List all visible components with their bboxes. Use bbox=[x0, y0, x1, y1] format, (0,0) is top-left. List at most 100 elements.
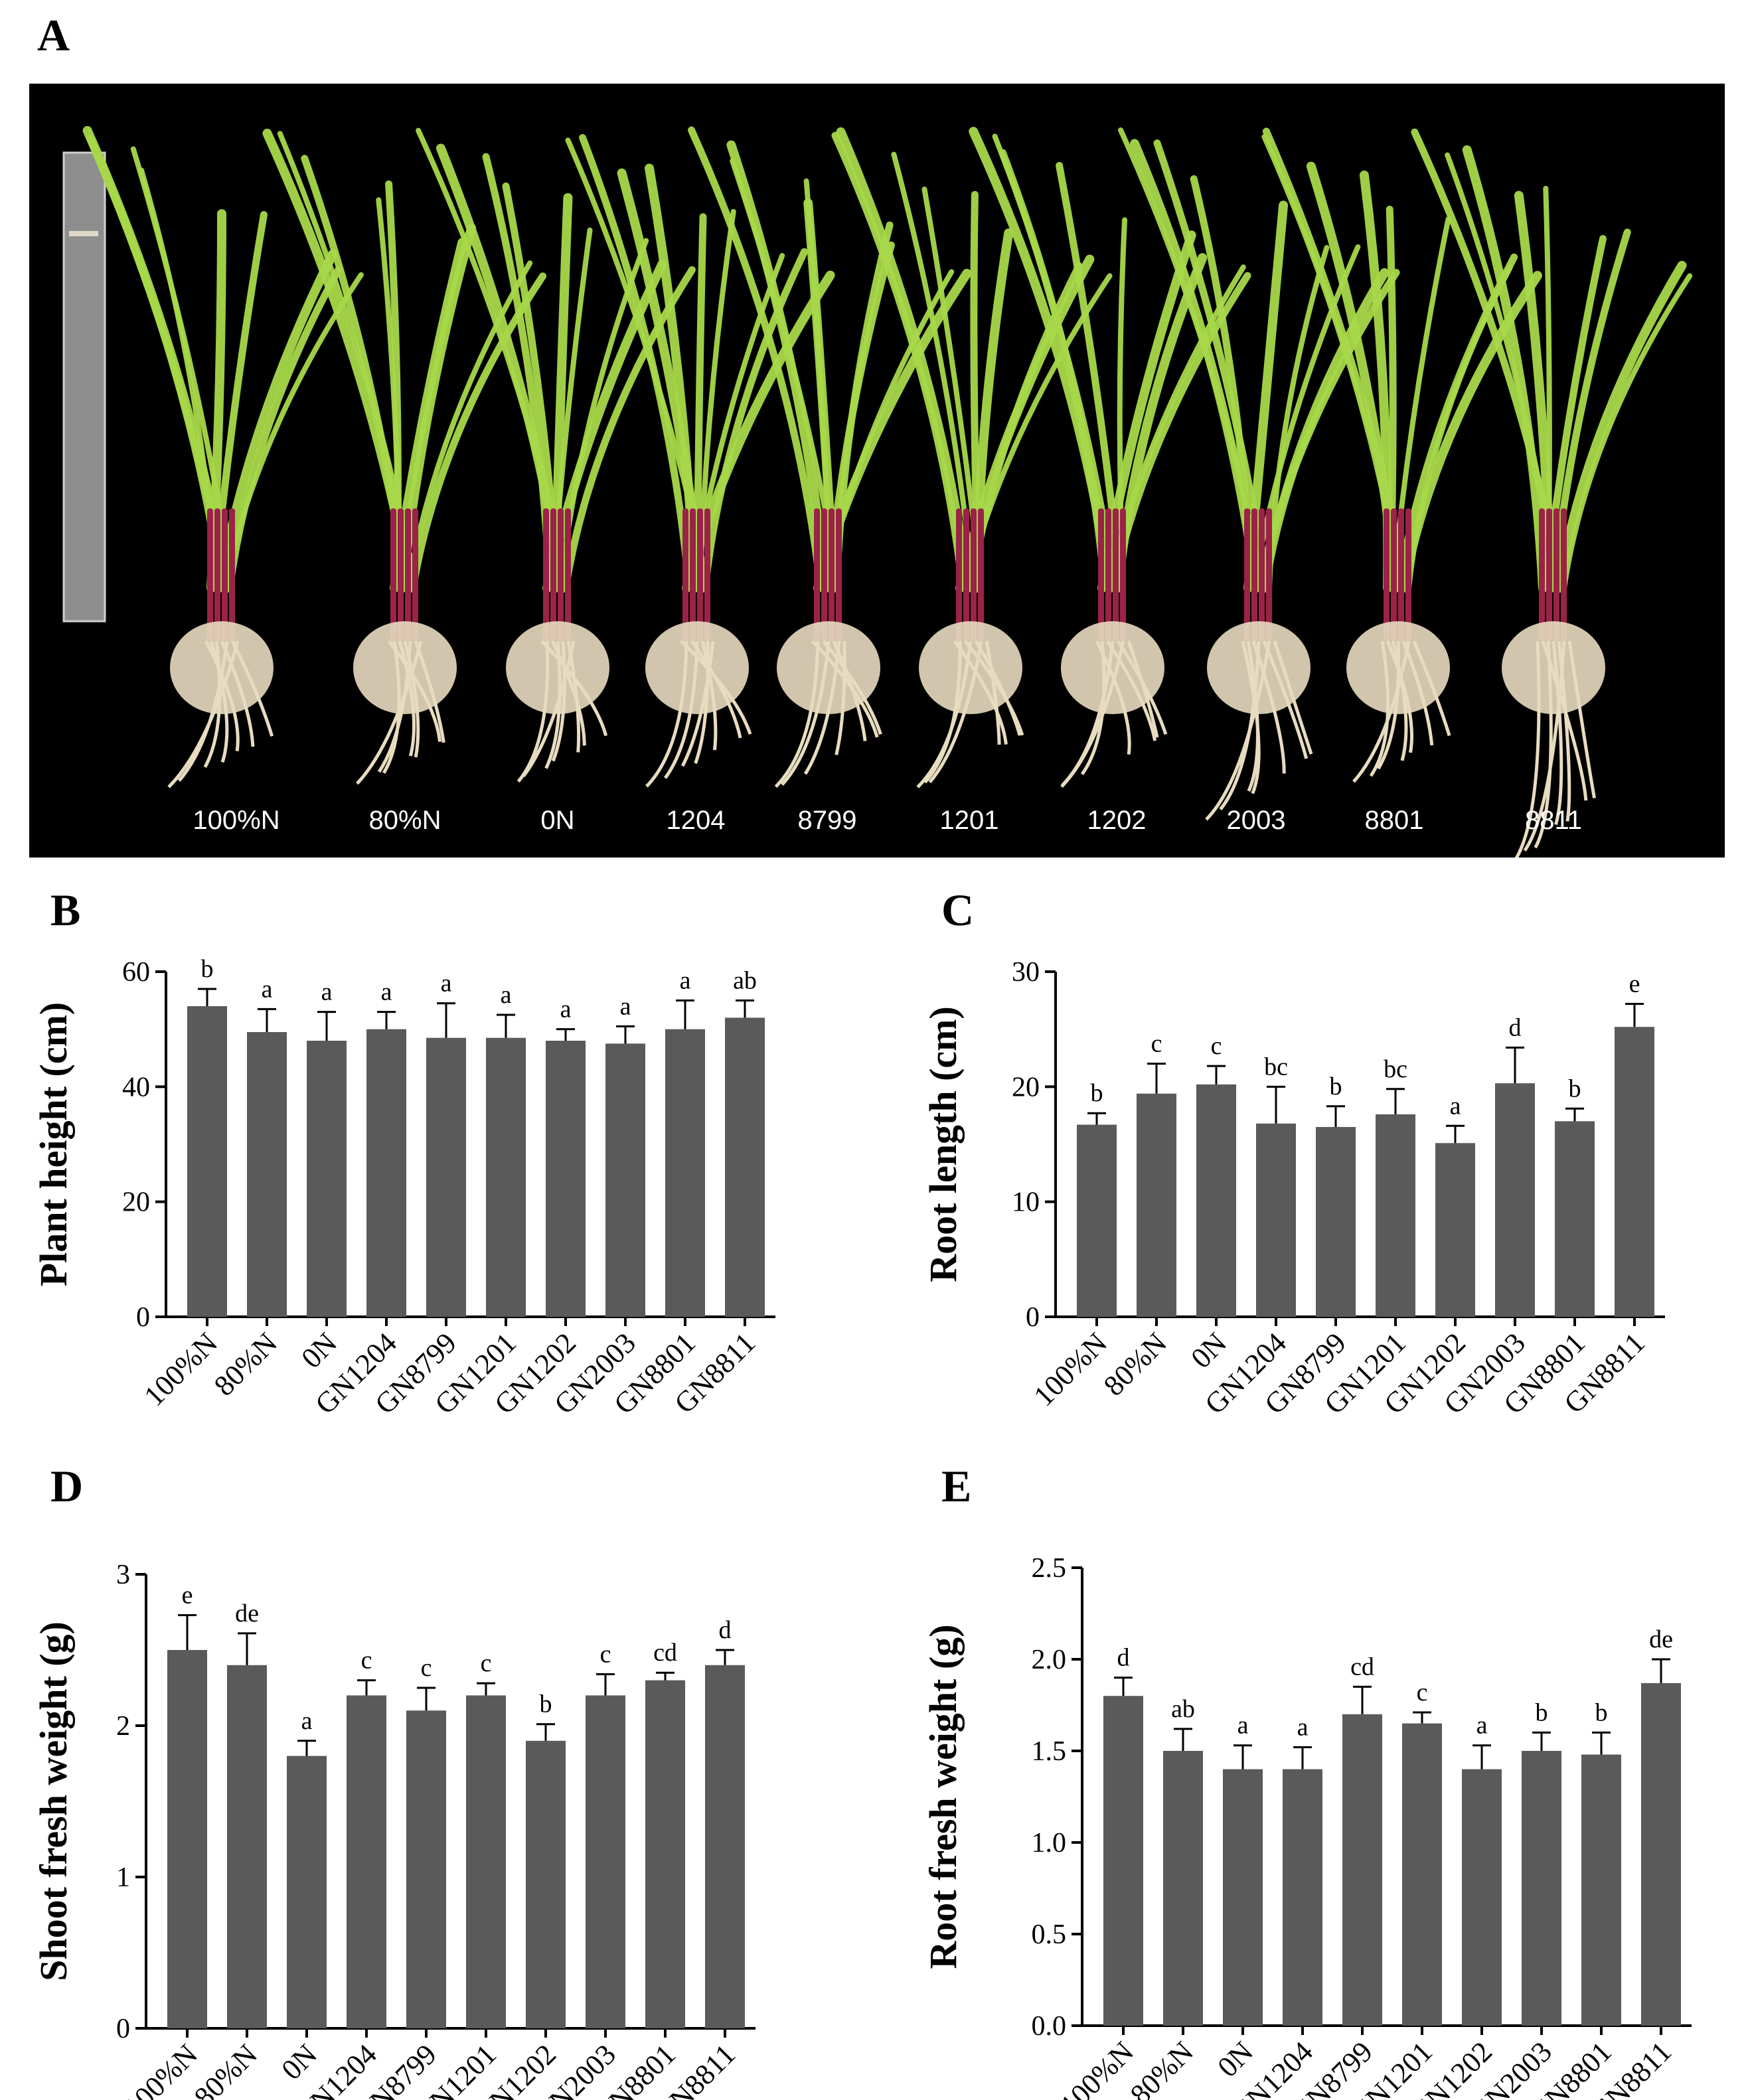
x-tick-label: 80%N bbox=[1124, 2035, 1200, 2100]
plant-root bbox=[645, 640, 688, 788]
plant-stem bbox=[1105, 508, 1111, 641]
plant-stem bbox=[558, 508, 564, 641]
bar bbox=[605, 1043, 645, 1317]
plant-stem bbox=[550, 508, 556, 641]
significance-letter: b bbox=[201, 955, 214, 983]
photo-label: 1201 bbox=[939, 806, 999, 835]
significance-letter: de bbox=[235, 1600, 259, 1627]
bar bbox=[1256, 1123, 1296, 1317]
bar bbox=[586, 1695, 625, 2028]
bar bbox=[1495, 1083, 1535, 1317]
bar bbox=[665, 1029, 705, 1317]
significance-letter: b bbox=[1330, 1073, 1342, 1100]
plant-root bbox=[974, 640, 1022, 736]
bar bbox=[1342, 1714, 1382, 2026]
photo-label: 8811 bbox=[1524, 806, 1583, 835]
bar bbox=[1402, 1723, 1442, 2026]
significance-letter: ab bbox=[733, 966, 757, 994]
plant-root bbox=[1251, 640, 1286, 774]
y-tick-label: 30 bbox=[1012, 957, 1040, 988]
bar bbox=[1223, 1769, 1263, 2026]
x-tick-label: 80%N bbox=[1097, 1326, 1173, 1402]
bar bbox=[366, 1029, 406, 1317]
plant-stem bbox=[697, 508, 703, 641]
plant-root bbox=[1523, 640, 1566, 852]
plant-root bbox=[690, 640, 742, 739]
plant bbox=[1261, 127, 1542, 783]
plant-root bbox=[1205, 640, 1271, 821]
plant-root bbox=[1551, 640, 1563, 826]
plant-root bbox=[822, 640, 882, 735]
plant-root bbox=[1508, 640, 1541, 869]
significance-letter: a bbox=[501, 981, 512, 1009]
significance-letter: c bbox=[600, 1640, 611, 1668]
chart-root-fresh-weight: Root fresh weight (g) 0.0 0.5 1.0 1.5 2.0 2.5 d… bbox=[921, 1553, 1692, 2100]
x-tick-label: 80%N bbox=[208, 1326, 283, 1402]
y-axis-label: Root fresh weight (g) bbox=[921, 1624, 965, 1969]
significance-letter: a bbox=[680, 966, 691, 994]
plant-root bbox=[985, 640, 1001, 745]
plant-stem bbox=[1113, 508, 1119, 641]
significance-letter: e bbox=[182, 1582, 193, 1610]
plant-root bbox=[1273, 640, 1313, 755]
bar bbox=[1163, 1751, 1203, 2026]
plant-stem bbox=[1546, 508, 1552, 641]
bar bbox=[1581, 1754, 1621, 2026]
plant bbox=[969, 127, 1251, 788]
plant-root bbox=[835, 640, 846, 755]
y-tick-label: 20 bbox=[122, 1187, 150, 1218]
plant-root bbox=[953, 640, 1008, 745]
plant-stem bbox=[1391, 508, 1397, 641]
y-axis-label: Shoot fresh weight (g) bbox=[32, 1621, 75, 1981]
panel-label-d: D bbox=[50, 1461, 84, 1511]
bar bbox=[725, 1017, 765, 1317]
bar bbox=[426, 1037, 466, 1317]
plant-root bbox=[1567, 640, 1597, 798]
plant bbox=[831, 127, 1113, 788]
bar bbox=[247, 1032, 287, 1317]
significance-letter: bc bbox=[1264, 1053, 1288, 1081]
plant bbox=[565, 133, 835, 788]
bar bbox=[1137, 1093, 1176, 1317]
plant-stem bbox=[682, 508, 688, 641]
y-axis-label: Root length (cm) bbox=[921, 1006, 965, 1282]
plant-leaf bbox=[226, 265, 343, 592]
bar bbox=[1435, 1143, 1475, 1317]
bar bbox=[526, 1740, 566, 2028]
plant-leaf bbox=[1190, 175, 1255, 592]
significance-letter: a bbox=[1297, 1713, 1309, 1741]
y-tick-label: 2 bbox=[116, 1711, 130, 1742]
photo-label: 8799 bbox=[797, 806, 857, 835]
plant-stem bbox=[821, 508, 827, 641]
photo-label: 1204 bbox=[666, 806, 726, 835]
plant bbox=[416, 127, 696, 783]
panel-label-e: E bbox=[941, 1461, 972, 1511]
plant-stem bbox=[1561, 508, 1567, 641]
y-tick-label: 1 bbox=[116, 1862, 130, 1893]
bar bbox=[1077, 1124, 1117, 1317]
bar bbox=[1316, 1127, 1356, 1317]
plant-stem bbox=[1539, 508, 1545, 641]
plant-stem bbox=[1120, 508, 1126, 641]
significance-letter: b bbox=[1569, 1075, 1581, 1102]
plant-root bbox=[1352, 640, 1411, 783]
plant-root bbox=[1412, 640, 1451, 737]
bar bbox=[705, 1665, 745, 2028]
plant-leaf bbox=[1561, 273, 1693, 591]
y-tick-label: 0 bbox=[136, 1302, 150, 1333]
significance-letter: a bbox=[620, 992, 631, 1020]
y-tick-label: 2.5 bbox=[1032, 1553, 1067, 1584]
y-axis-label: Plant height (cm) bbox=[32, 1002, 75, 1287]
significance-letter: d bbox=[1117, 1644, 1130, 1672]
plant-root bbox=[928, 640, 983, 784]
plant-leaf bbox=[701, 248, 809, 592]
plant-root bbox=[356, 640, 423, 785]
plant-leaf bbox=[1399, 271, 1542, 593]
y-tick-label: 1.0 bbox=[1032, 1828, 1067, 1858]
plant-root bbox=[663, 640, 699, 779]
plant-stem bbox=[690, 508, 696, 641]
significance-letter: c bbox=[1211, 1032, 1222, 1060]
plant-stem bbox=[412, 508, 418, 641]
plant-stem bbox=[214, 508, 220, 641]
